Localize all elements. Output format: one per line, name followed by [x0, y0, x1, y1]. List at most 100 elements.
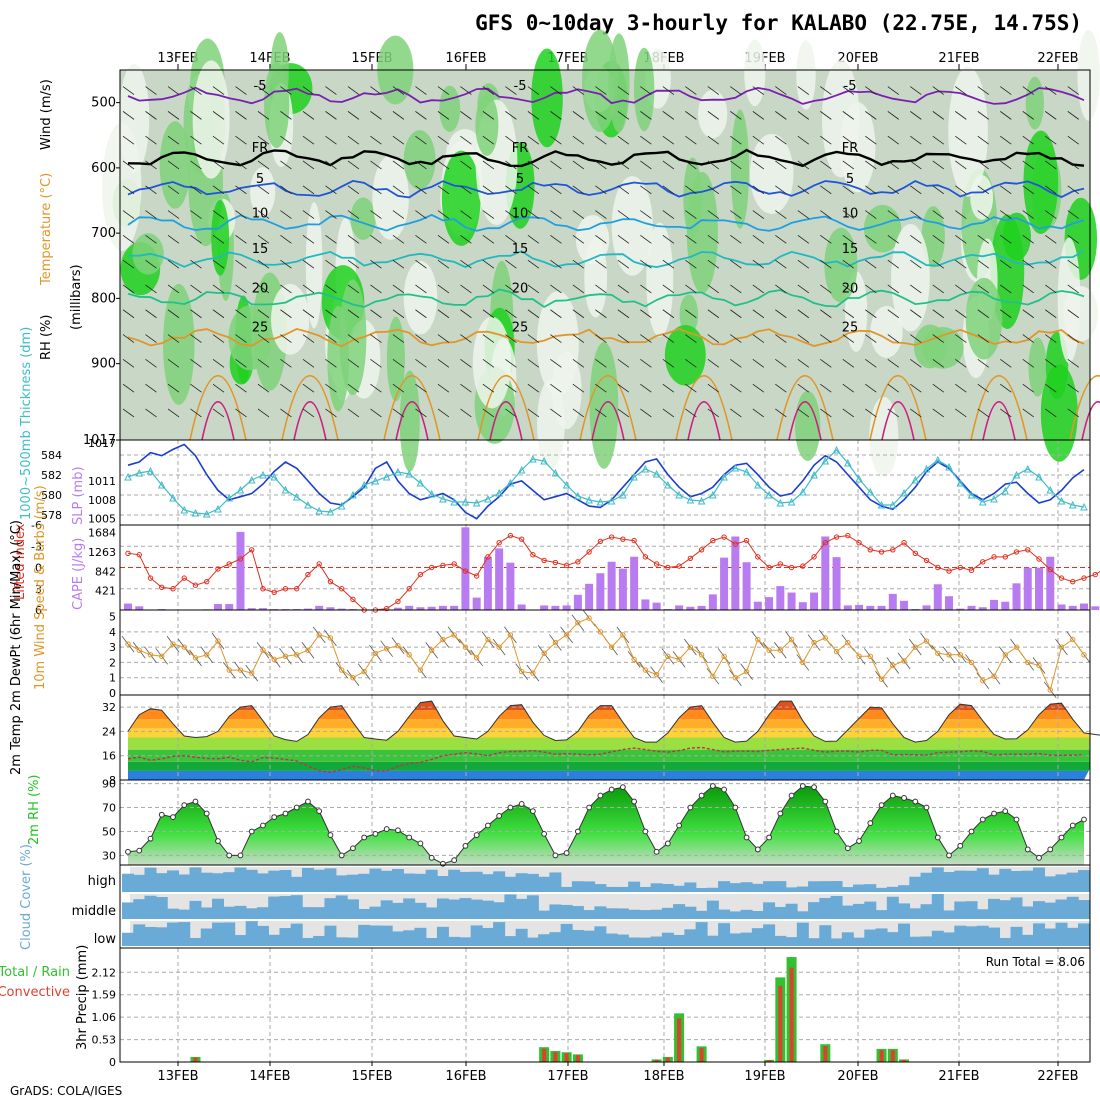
- wind-speed-point: [946, 652, 952, 658]
- rh-point: [147, 835, 154, 842]
- li-tick: 3: [35, 583, 42, 596]
- wind-barb: [257, 284, 270, 294]
- thickness-point: [596, 497, 605, 506]
- temp-band: [128, 749, 1090, 762]
- cape-bar: [765, 597, 774, 610]
- cloud-bar: [414, 927, 427, 946]
- cape-bar: [472, 597, 481, 610]
- wind-barb: [775, 185, 787, 195]
- thickness-point: [776, 498, 785, 507]
- wind-speed-line: [127, 617, 1085, 692]
- wind-barb: [685, 111, 697, 120]
- wind-barb: [820, 359, 832, 368]
- wind-barb: [167, 86, 180, 95]
- li-tick: -3: [31, 540, 42, 553]
- wind-barb: [842, 359, 855, 368]
- temp-band: [128, 770, 1090, 780]
- wind-barb: [1022, 259, 1034, 269]
- wind-barb: [707, 185, 720, 195]
- cloud-bar: [515, 928, 528, 946]
- wind-barb: [752, 359, 765, 368]
- wind-barb: [190, 111, 202, 120]
- li-point: [383, 605, 390, 612]
- rh-point: [777, 810, 784, 817]
- cloud-bar: [774, 906, 787, 919]
- cloud-bar: [965, 901, 978, 919]
- wind-barb: [145, 383, 157, 393]
- cloud-bar: [819, 925, 832, 946]
- thickness-tick: 580: [41, 489, 62, 502]
- wind-barb: [527, 408, 540, 418]
- run-total-label: Run Total = 8.06: [986, 955, 1085, 969]
- temp-dome-line: [869, 374, 927, 441]
- wind-barb: [347, 185, 360, 195]
- wind-speed-point: [856, 653, 862, 660]
- wind-barb: [977, 284, 990, 294]
- rh-point: [496, 813, 503, 819]
- precip-tick: 1.59: [92, 989, 117, 1002]
- wind-barb: [505, 284, 517, 294]
- wind-barb: [550, 235, 562, 244]
- wind-speed-point: [327, 635, 334, 641]
- wind-barb: [797, 210, 810, 219]
- cloud-bar: [943, 910, 956, 919]
- temp-dome-line: [579, 374, 637, 441]
- wind-barb: [1000, 259, 1012, 269]
- wind-barb: [1000, 111, 1012, 120]
- wind-barb: [685, 309, 697, 319]
- wind-barb: [1067, 383, 1079, 393]
- cloud-bar: [155, 897, 168, 919]
- wind-barb: [595, 185, 607, 195]
- rh-point: [529, 808, 536, 815]
- wind-speed-point: [608, 644, 615, 650]
- thickness-point: [967, 490, 976, 499]
- li-point: [800, 563, 806, 569]
- wind-barb: [1067, 235, 1079, 244]
- wind-barb: [955, 210, 967, 219]
- wind-speed-point: [192, 655, 199, 661]
- wind-barb: [662, 235, 675, 244]
- li-point: [451, 561, 457, 567]
- cloud-bar: [504, 894, 517, 919]
- li-point: [1092, 571, 1098, 578]
- isotherm-line: [127, 250, 1085, 269]
- li-point: [294, 586, 300, 592]
- wind-barb: [707, 235, 720, 244]
- wind-speed-point: [991, 673, 997, 679]
- wind-barb: [752, 135, 765, 145]
- cloud-bar: [729, 911, 742, 919]
- cloud-bar: [774, 935, 787, 946]
- wind-barb: [932, 235, 945, 244]
- wind-barb: [910, 284, 922, 294]
- cape-bar: [326, 607, 335, 610]
- top-date-tick: 21FEB: [938, 51, 979, 66]
- cloud-bar: [178, 922, 191, 946]
- li-point: [552, 559, 559, 566]
- rh-contour-blob: [386, 316, 405, 402]
- li-point: [417, 571, 424, 578]
- rh-point: [631, 798, 638, 805]
- pressure-tick: 600: [91, 161, 116, 176]
- rh-point: [934, 834, 941, 841]
- wind-barb: [212, 185, 225, 195]
- cloud-bar: [661, 907, 674, 919]
- li-point: [732, 541, 739, 547]
- wind-barb: [257, 334, 270, 343]
- wind-barb: [685, 408, 697, 418]
- cloud-bar: [279, 870, 292, 892]
- rh-point: [226, 852, 233, 859]
- wind-barb: [617, 210, 630, 219]
- wind-barb: [865, 86, 877, 95]
- wind-barb: [167, 359, 180, 368]
- bottom-date-tick: 14FEB: [249, 1069, 290, 1084]
- wind-barb: [797, 408, 810, 418]
- wind-barb: [280, 135, 292, 145]
- bottom-date-tick: 16FEB: [445, 1069, 486, 1084]
- cape-bar: [405, 605, 414, 610]
- wind-speed-point: [653, 671, 660, 678]
- wind-barb: [617, 259, 630, 269]
- cloud-bar: [706, 887, 719, 892]
- li-point: [856, 540, 862, 546]
- cape-bar: [540, 605, 549, 610]
- li-point: [687, 555, 694, 561]
